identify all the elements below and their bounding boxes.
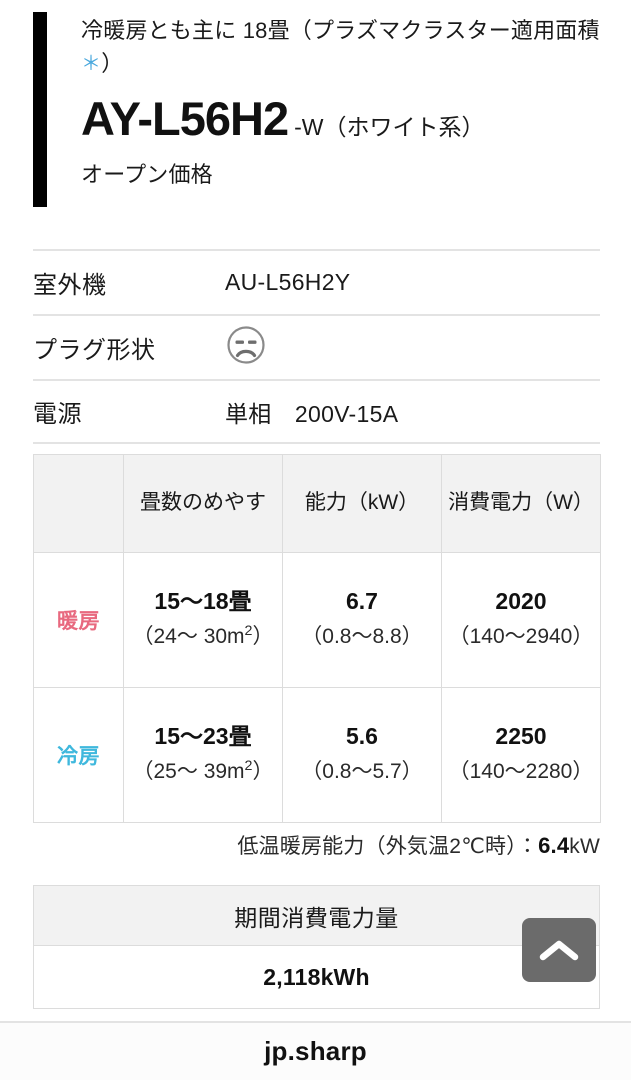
spec-value bbox=[225, 324, 267, 372]
cell-sub-value: （24〜 30m2） bbox=[128, 621, 278, 654]
catchcopy-tail: ） bbox=[101, 51, 124, 76]
low-temp-heating-label: 低温暖房能力（外気温2℃時）： bbox=[237, 835, 539, 858]
capacity-table-body: 暖房 15〜18畳 （24〜 30m2） 6.7 （0.8〜8.8） 2020 … bbox=[33, 552, 601, 823]
model-number: AY-L56H2 bbox=[81, 92, 289, 145]
col-header-annual-energy: 期間消費電力量 bbox=[33, 885, 600, 946]
cell-sub-pre: （25〜 39m bbox=[132, 759, 245, 783]
col-header-mode bbox=[33, 454, 124, 553]
annual-energy-table: 期間消費電力量 2,118kWh bbox=[33, 885, 600, 1009]
spec-row-list: 室外機 AU-L56H2Y プラグ形状 電源 単相 200V-15A bbox=[33, 249, 600, 444]
spec-row-outdoor-unit: 室外機 AU-L56H2Y bbox=[33, 249, 600, 314]
table-header-row: 期間消費電力量 bbox=[33, 885, 600, 946]
product-catchcopy: 冷暖房とも主に 18畳（プラズマクラスター適用面積 ＊） bbox=[81, 14, 611, 80]
mode-label: 暖房 bbox=[57, 610, 100, 633]
plug-shape-200v-icon bbox=[225, 324, 267, 372]
col-header-consumption: 消費電力（W） bbox=[441, 454, 601, 553]
catchcopy-text: 冷暖房とも主に 18畳（プラズマクラスター適用面積 bbox=[81, 18, 600, 43]
capacity-table: 畳数のめやす 能力（kW） 消費電力（W） 暖房 15〜18畳 （24〜 30m… bbox=[33, 454, 601, 823]
cell-main-value: 2020 bbox=[495, 587, 547, 614]
spec-value: AU-L56H2Y bbox=[225, 269, 351, 295]
cell-sub-sup: 2 bbox=[244, 622, 253, 639]
site-brand[interactable]: jp.sharp bbox=[264, 1036, 367, 1066]
model-line: AY-L56H2 -W（ホワイト系） bbox=[81, 94, 611, 143]
price-note: オープン価格 bbox=[81, 162, 213, 188]
cell-tatami-cooling: 15〜23畳 （25〜 39m2） bbox=[123, 687, 283, 823]
spec-row-plug-shape: プラグ形状 bbox=[33, 314, 600, 379]
header-accent-bar bbox=[33, 12, 47, 207]
spec-value: 単相 200V-15A bbox=[225, 400, 399, 427]
cell-sub-value: （0.8〜5.7） bbox=[301, 759, 423, 783]
footnote-asterisk[interactable]: ＊ bbox=[81, 53, 102, 75]
annual-energy-head: 期間消費電力量 bbox=[33, 885, 600, 946]
cell-sub-post: ） bbox=[252, 624, 274, 648]
cell-capacity-cooling: 5.6 （0.8〜5.7） bbox=[282, 687, 442, 823]
site-footer: jp.sharp bbox=[0, 1021, 631, 1080]
row-mode-heating: 暖房 bbox=[33, 552, 124, 688]
table-row: 2,118kWh bbox=[33, 945, 600, 1009]
row-mode-cooling: 冷房 bbox=[33, 687, 124, 823]
col-header-capacity: 能力（kW） bbox=[282, 454, 442, 553]
cell-sub-sup: 2 bbox=[244, 757, 253, 774]
cell-sub-value: （140〜2280） bbox=[448, 759, 594, 783]
cell-sub-value: （0.8〜8.8） bbox=[301, 624, 423, 648]
table-row: 冷房 15〜23畳 （25〜 39m2） 5.6 （0.8〜5.7） 2250 … bbox=[33, 687, 601, 823]
mode-label: 冷房 bbox=[57, 745, 100, 768]
cell-sub-value: （140〜2940） bbox=[448, 624, 594, 648]
col-header-tatami: 畳数のめやす bbox=[123, 454, 283, 553]
product-header-body: 冷暖房とも主に 18畳（プラズマクラスター適用面積 ＊） AY-L56H2 -W（ホ… bbox=[81, 12, 611, 189]
cell-main-value: 2250 bbox=[495, 722, 547, 749]
cell-main-value: 15〜18畳 bbox=[154, 587, 252, 614]
low-temp-heating-note: 低温暖房能力（外気温2℃時）：6.4kW bbox=[33, 830, 600, 860]
product-header: 冷暖房とも主に 18畳（プラズマクラスター適用面積 ＊） AY-L56H2 -W（ホ… bbox=[0, 0, 631, 207]
cell-consumption-heating: 2020 （140〜2940） bbox=[441, 552, 601, 688]
table-row: 暖房 15〜18畳 （24〜 30m2） 6.7 （0.8〜8.8） 2020 … bbox=[33, 552, 601, 688]
annual-energy-body: 2,118kWh bbox=[33, 945, 600, 1009]
cell-sub-pre: （24〜 30m bbox=[132, 624, 245, 648]
cell-sub-post: ） bbox=[252, 759, 274, 783]
capacity-table-head: 畳数のめやす 能力（kW） 消費電力（W） bbox=[33, 454, 601, 553]
cell-sub-value: （25〜 39m2） bbox=[128, 756, 278, 789]
low-temp-heating-unit: kW bbox=[569, 835, 600, 858]
table-header-row: 畳数のめやす 能力（kW） 消費電力（W） bbox=[33, 454, 601, 553]
cell-main-value: 5.6 bbox=[346, 722, 378, 749]
annual-energy-value: 2,118kWh bbox=[33, 945, 600, 1009]
spec-label: 電源 bbox=[33, 401, 82, 428]
cell-capacity-heating: 6.7 （0.8〜8.8） bbox=[282, 552, 442, 688]
scroll-to-top-button[interactable] bbox=[522, 918, 596, 982]
cell-tatami-heating: 15〜18畳 （24〜 30m2） bbox=[123, 552, 283, 688]
cell-main-value: 15〜23畳 bbox=[154, 722, 252, 749]
spec-label: プラグ形状 bbox=[33, 337, 156, 364]
chevron-up-icon bbox=[538, 937, 580, 963]
low-temp-heating-value: 6.4 bbox=[538, 833, 570, 858]
spec-label: 室外機 bbox=[33, 272, 107, 299]
model-color-variant: -W（ホワイト系） bbox=[294, 114, 485, 140]
cell-main-value: 6.7 bbox=[346, 587, 378, 614]
cell-consumption-cooling: 2250 （140〜2280） bbox=[441, 687, 601, 823]
spec-row-power-supply: 電源 単相 200V-15A bbox=[33, 379, 600, 444]
